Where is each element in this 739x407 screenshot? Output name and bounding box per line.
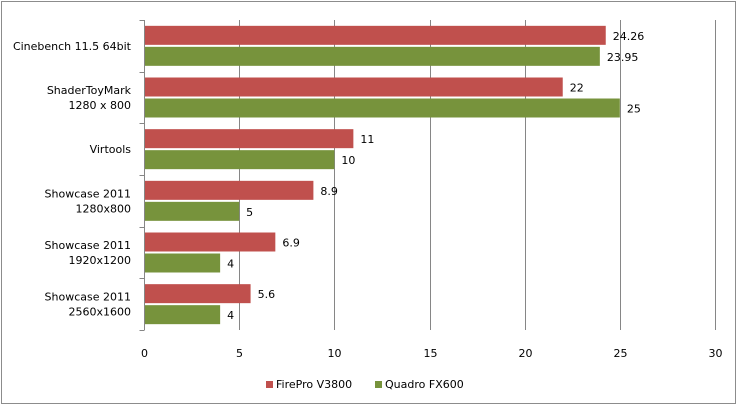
legend-label-quadro: Quadro FX600 <box>385 378 464 391</box>
x-axis-tick-labels: 0 5 10 15 20 25 30 <box>141 347 723 360</box>
bar-quadro <box>145 150 335 170</box>
category-label-line: Virtools <box>90 143 132 156</box>
category-label-line: 1280 x 800 <box>69 99 132 112</box>
bars <box>145 25 620 325</box>
data-label-quadro: 23.95 <box>607 51 639 64</box>
bar-firepro <box>145 284 251 304</box>
category-label: Showcase 2011 2560x1600 <box>45 291 131 319</box>
category-labels: Cinebench 11.5 64bit ShaderToyMark 1280 x … <box>13 40 132 319</box>
bar-quadro <box>145 305 221 325</box>
bar-firepro <box>145 180 314 200</box>
legend-swatch-quadro <box>375 381 382 388</box>
legend: FirePro V3800 Quadro FX600 <box>266 378 464 391</box>
category-label: Virtools <box>90 143 132 156</box>
legend-swatch-firepro <box>266 381 273 388</box>
legend-label-firepro: FirePro V3800 <box>276 378 352 391</box>
x-tick-label: 5 <box>236 347 243 360</box>
x-tick-label: 0 <box>141 347 148 360</box>
gridlines <box>239 20 716 330</box>
x-tick-label: 20 <box>519 347 533 360</box>
bar-firepro <box>145 129 354 149</box>
data-label-quadro: 4 <box>227 309 234 322</box>
category-label-line: 1280x800 <box>76 202 132 215</box>
category-label-line: Showcase 2011 <box>45 187 131 200</box>
category-label-line: Cinebench 11.5 64bit <box>13 40 132 53</box>
category-label: Showcase 2011 1280x800 <box>45 187 131 215</box>
category-label-line: 1920x1200 <box>69 254 132 267</box>
category-label: Cinebench 11.5 64bit <box>13 40 132 53</box>
bar-quadro <box>145 253 221 273</box>
data-label-quadro: 4 <box>227 258 234 271</box>
data-label-firepro: 24.26 <box>613 30 645 43</box>
category-label-line: 2560x1600 <box>69 306 132 319</box>
category-label: Showcase 2011 1920x1200 <box>45 239 131 267</box>
bar-firepro <box>145 77 563 97</box>
bar-quadro <box>145 98 620 118</box>
data-label-quadro: 25 <box>627 103 641 116</box>
category-label-line: Showcase 2011 <box>45 239 131 252</box>
bar-quadro <box>145 201 240 221</box>
y-axis <box>139 20 145 331</box>
data-label-firepro: 11 <box>360 133 374 146</box>
bar-firepro <box>145 232 276 252</box>
x-tick-label: 30 <box>709 347 723 360</box>
x-tick-label: 10 <box>328 347 342 360</box>
bar-firepro <box>145 25 606 45</box>
bar-quadro <box>145 46 600 66</box>
data-label-firepro: 8.9 <box>320 185 338 198</box>
x-tick-label: 25 <box>614 347 628 360</box>
data-label-quadro: 10 <box>341 154 355 167</box>
data-label-quadro: 5 <box>246 206 253 219</box>
category-label: ShaderToyMark 1280 x 800 <box>47 84 132 112</box>
category-label-line: ShaderToyMark <box>47 84 132 97</box>
data-label-firepro: 5.6 <box>258 288 276 301</box>
category-label-line: Showcase 2011 <box>45 291 131 304</box>
data-label-firepro: 6.9 <box>282 237 300 250</box>
data-label-firepro: 22 <box>570 82 584 95</box>
data-labels: 24.26 23.95 22 25 11 10 8.9 5 6.9 4 5.6 4 <box>227 30 644 322</box>
x-tick-label: 15 <box>424 347 438 360</box>
